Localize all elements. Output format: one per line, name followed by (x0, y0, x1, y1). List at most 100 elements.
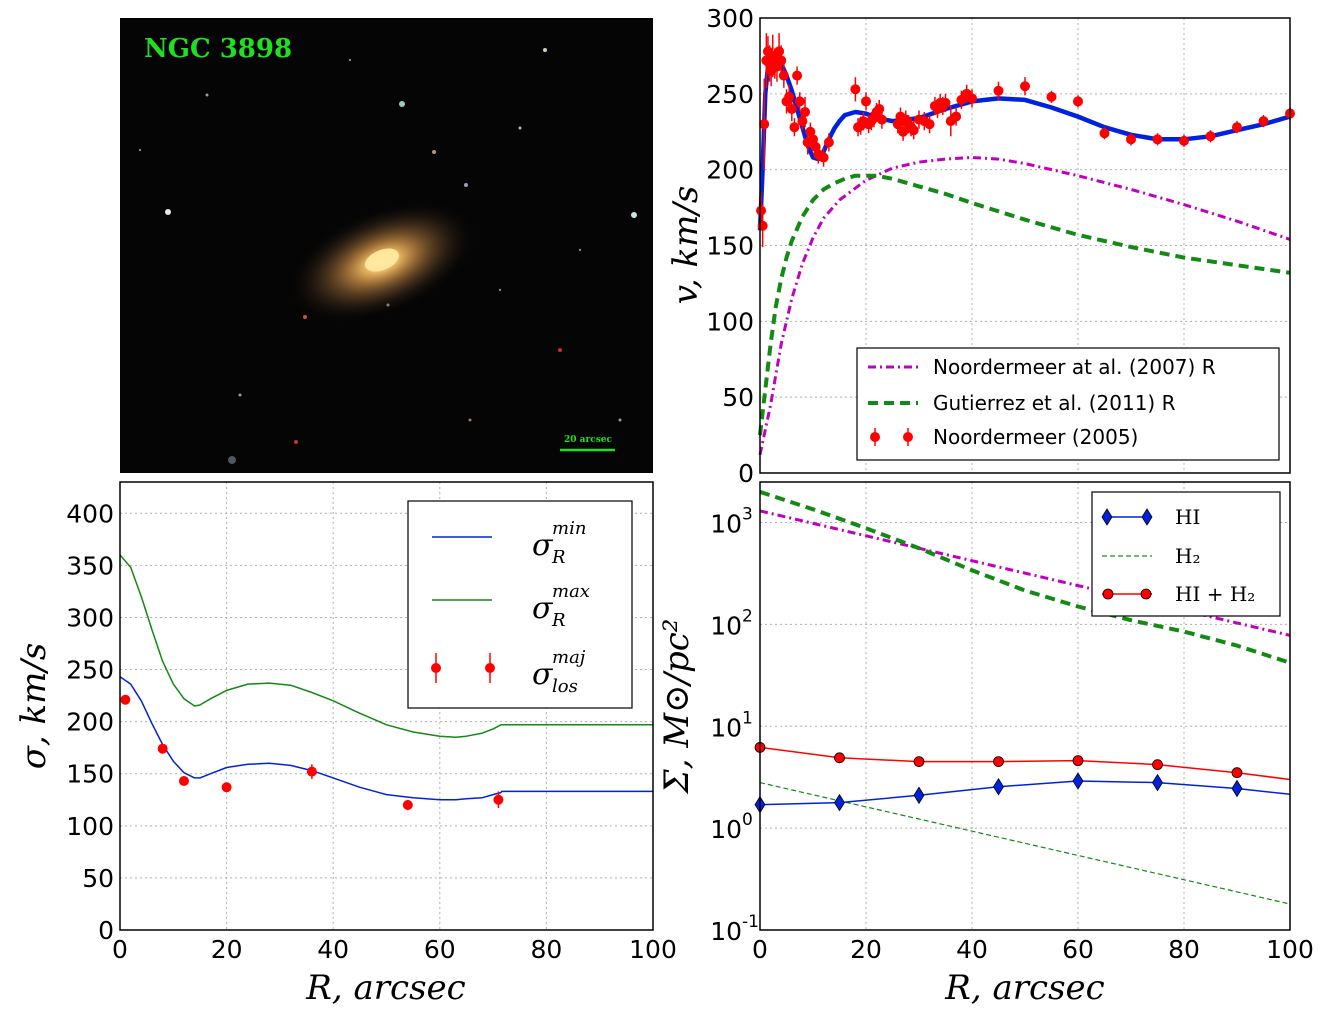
x-tick-label: 80 (530, 935, 562, 964)
noordermeer-2007-line (758, 156, 1291, 456)
data-point (850, 84, 861, 95)
rotation-curve-panel: 0 50 100 150 200 250 300 v, km/s Noordermeer a… (666, 4, 1295, 488)
galaxy-name-label: NGC 3898 (144, 34, 292, 64)
svg-text:R: R (551, 547, 566, 568)
svg-text:R: R (551, 610, 566, 631)
data-point (1020, 81, 1030, 92)
data-point (967, 93, 977, 104)
data-point (794, 96, 805, 107)
data-point (789, 122, 800, 133)
y-tick-label: 200 (66, 708, 114, 737)
data-point (876, 114, 887, 125)
legend-marker-hi-2 (1141, 508, 1153, 526)
hi-h2-marker (1152, 759, 1163, 771)
data-point (157, 743, 168, 754)
data-point (823, 137, 834, 148)
svg-text:σ: σ (532, 528, 554, 563)
legend-label-noordermeer-2005: Noordermeer (2005) (933, 425, 1138, 449)
data-point (493, 794, 504, 805)
x-tick-label: 80 (1168, 935, 1200, 964)
dispersion-axes-frame (119, 481, 654, 931)
surface-density-x-ticks: 0 20 40 60 80 100 (752, 935, 1314, 964)
data-point (951, 111, 962, 122)
rotation-data-points (756, 33, 1295, 248)
surface-density-legend-box (1091, 491, 1281, 617)
x-tick-label: 100 (629, 935, 677, 964)
hi-marker (993, 777, 1004, 796)
x-tick-label: 0 (112, 935, 128, 964)
y-tick-exponent: 1 (742, 708, 753, 728)
data-point (784, 91, 795, 102)
sigma-r-max-line (119, 554, 653, 739)
data-point (1205, 131, 1216, 142)
svg-text:σ: σ (532, 591, 554, 626)
data-point (1099, 128, 1110, 139)
y-tick-label: 50 (82, 864, 114, 893)
dispersion-y-axis-label: σ, km/s (14, 643, 54, 770)
y-tick-exponent: -1 (742, 912, 759, 932)
hi-h2-marker (834, 752, 845, 764)
legend-label-hi: HI (1175, 505, 1200, 529)
legend-label-noordermeer-2007: Noordermeer at al. (2007) R (933, 355, 1216, 379)
x-tick-label: 40 (956, 935, 988, 964)
legend-label-sigma-min: σ min R (532, 518, 586, 568)
legend-marker-sigma-los (431, 653, 495, 683)
y-tick-label: 300 (706, 4, 754, 33)
data-point (1073, 96, 1083, 107)
dispersion-legend: σ min R σ max R σ maj los (407, 500, 633, 709)
data-point (898, 126, 909, 137)
hi-marker (1152, 773, 1163, 792)
data-point (993, 85, 1004, 96)
legend-marker-noordermeer-2005 (870, 428, 913, 446)
data-point (1152, 134, 1163, 145)
dispersion-legend-box (407, 500, 633, 709)
gutierrez-2011-line (758, 173, 1291, 436)
x-tick-label: 20 (211, 935, 243, 964)
data-point (1046, 91, 1057, 102)
data-point (1232, 122, 1242, 133)
y-tick-label: 50 (722, 383, 754, 412)
x-tick-label: 0 (752, 935, 768, 964)
x-tick-label: 60 (424, 935, 456, 964)
y-tick-label: 100 (706, 307, 754, 336)
hi-marker (1231, 779, 1243, 798)
data-point (778, 70, 789, 81)
data-point (786, 104, 797, 114)
data-point (1179, 135, 1189, 146)
legend-marker-hi-h2 (1102, 588, 1114, 600)
legend-label-sigma-los: σ maj los (532, 647, 586, 697)
rotation-legend: Noordermeer at al. (2007) R Gutierrez et… (856, 347, 1280, 461)
dispersion-data-points (120, 694, 504, 811)
hi-marker (1072, 772, 1084, 790)
data-point (402, 799, 413, 810)
y-tick-label: 300 (66, 603, 114, 632)
hi-h2-marker (913, 756, 925, 767)
dispersion-panel: 0 50 100 150 200 250 300 350 400 0 20 40 60 80 100 σ,… (14, 481, 677, 1008)
y-tick-label: 0 (738, 459, 754, 488)
hi-line (759, 780, 1291, 806)
data-point (1126, 134, 1136, 145)
data-point (797, 116, 808, 127)
galaxy-core (364, 248, 400, 272)
x-tick-label: 40 (317, 935, 349, 964)
legend-label-h2: H₂ (1175, 544, 1200, 568)
scale-bar-label: 20 arcsec (564, 435, 613, 445)
y-tick-exponent: 2 (742, 606, 753, 626)
y-tick-label: 350 (66, 551, 114, 580)
surface-density-x-axis-label: R, arcsec (944, 968, 1104, 1008)
data-point (776, 55, 787, 66)
y-tick-label: 0 (98, 916, 114, 945)
x-tick-label: 60 (1062, 935, 1094, 964)
surface-density-legend: HI H₂ HI + H₂ (1091, 491, 1281, 617)
svg-text:σ: σ (532, 657, 554, 692)
y-tick-exponent: 3 (742, 505, 753, 525)
y-tick-label: 10 (710, 815, 742, 844)
x-tick-label: 20 (850, 935, 882, 964)
data-point (757, 220, 768, 231)
hi-h2-marker (993, 756, 1004, 767)
hi-marker (834, 793, 845, 812)
rotation-axes-frame (759, 17, 1291, 474)
svg-text:max: max (552, 581, 590, 602)
